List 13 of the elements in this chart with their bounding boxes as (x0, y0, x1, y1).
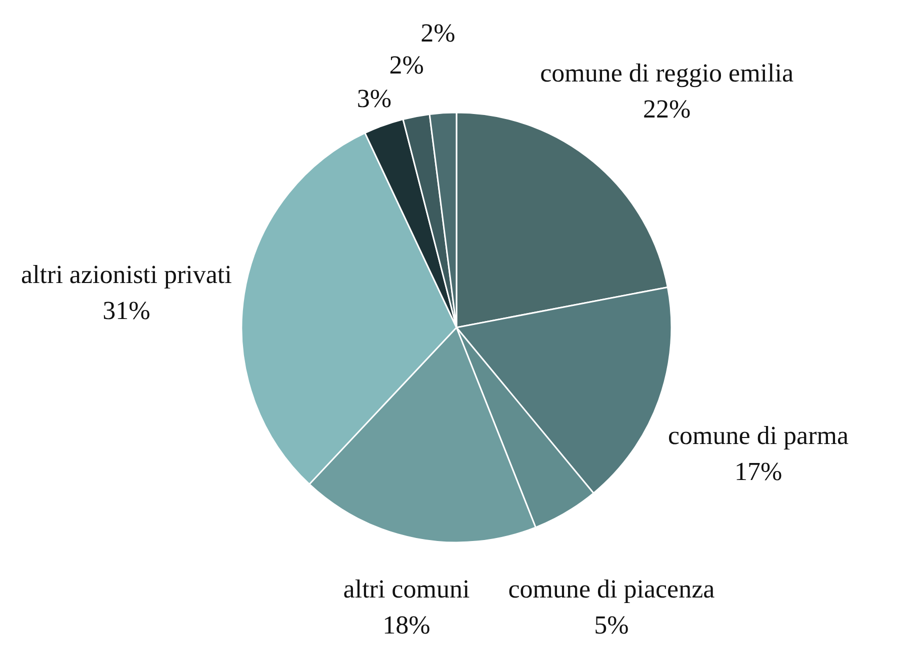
data-label: 22% (642, 94, 691, 124)
slice-label: altri azionisti privati (21, 260, 232, 290)
slice-label: comune di piacenza (508, 574, 716, 604)
data-label: 2% (420, 18, 456, 48)
data-label: 2% (389, 50, 424, 80)
slice-label: comune di parma (668, 421, 849, 450)
slice-label: altri comuni (343, 574, 470, 604)
data-label: 18% (382, 610, 430, 640)
data-label: 31% (102, 296, 150, 326)
data-label: 5% (594, 610, 629, 640)
data-label: 17% (734, 457, 782, 486)
data-label: 3% (356, 84, 392, 113)
slice-label: comune di reggio emilia (540, 58, 794, 88)
